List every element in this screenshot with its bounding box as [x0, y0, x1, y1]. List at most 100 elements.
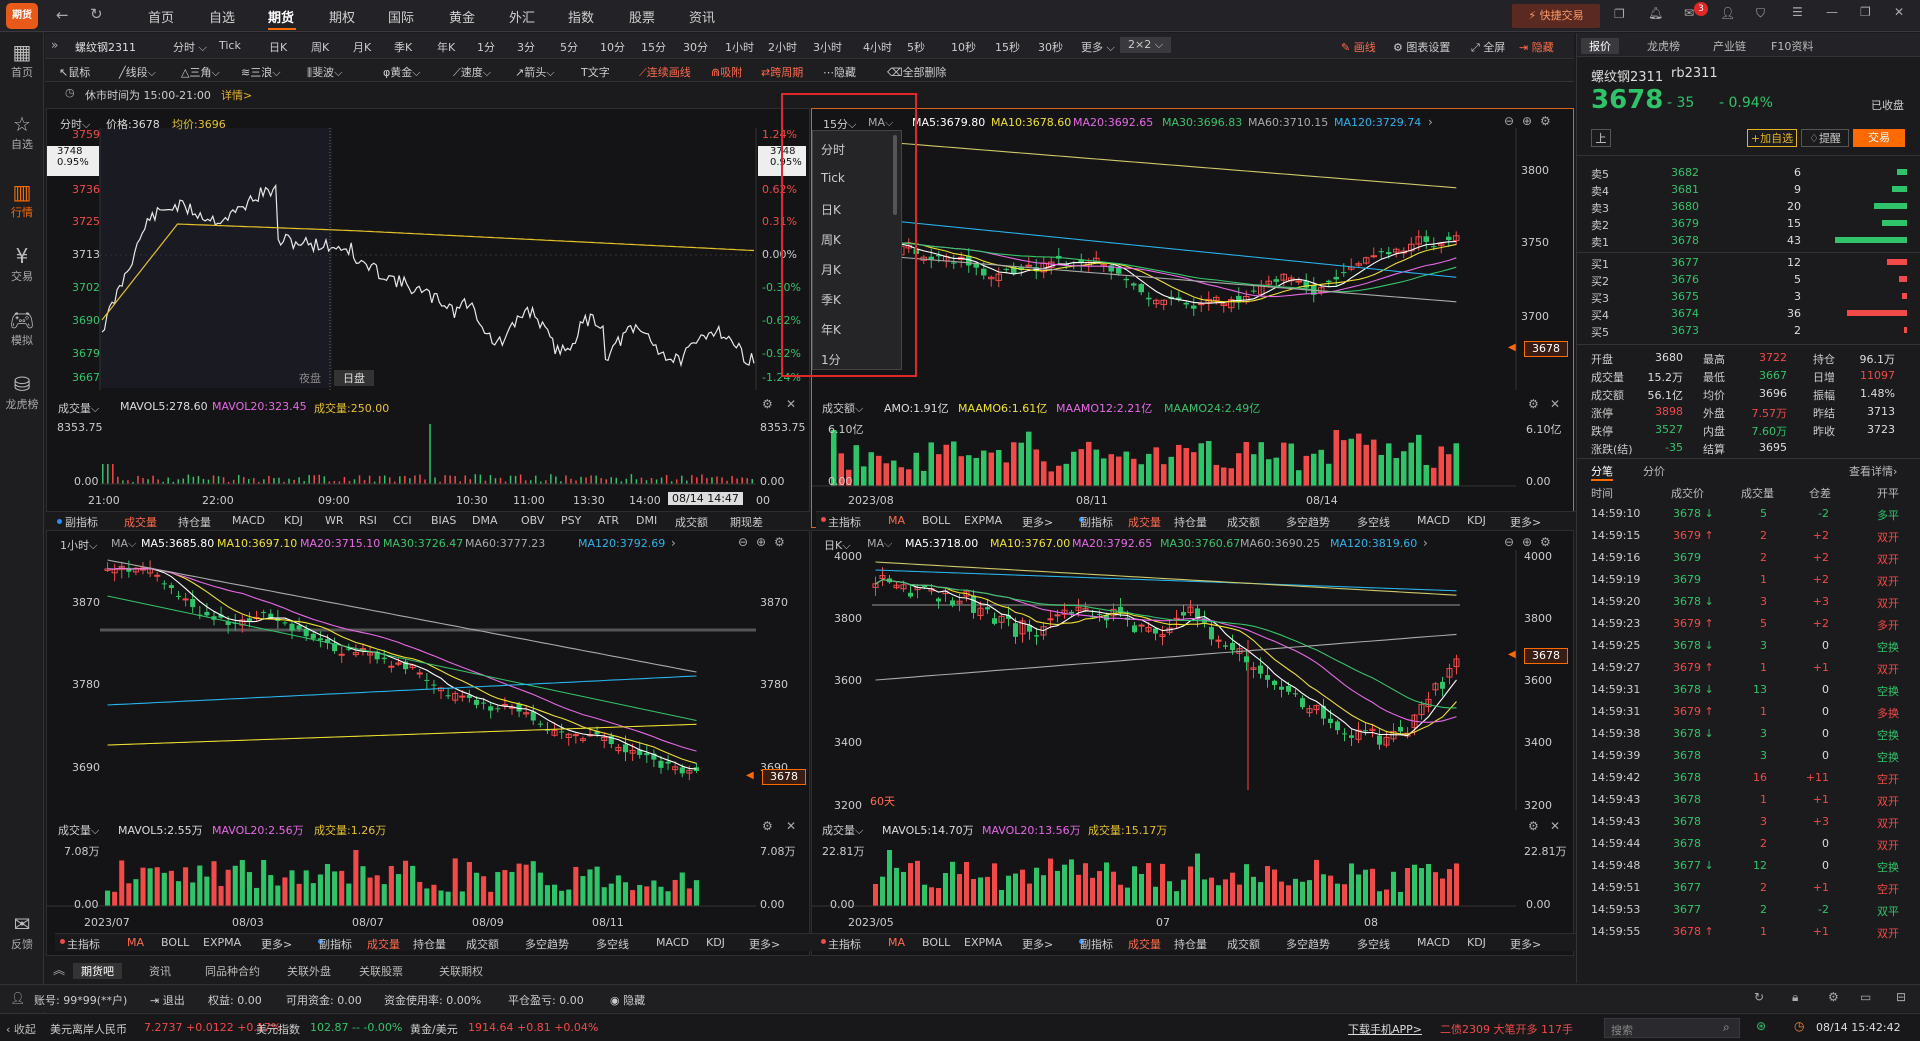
big-order-alert[interactable]: 二债2309 大笔开多 117手	[1440, 1023, 1573, 1036]
p4-indicator-12[interactable]: KDJ	[1467, 936, 1486, 949]
collapse-button[interactable]: ‹ 收起	[6, 1023, 36, 1036]
tick-tab-0[interactable]: 分笔	[1591, 465, 1613, 478]
p1-indicator-15[interactable]: 期现差	[730, 516, 763, 529]
period-8[interactable]: 3分	[517, 39, 535, 55]
add-fav-button[interactable]: +加自选	[1747, 129, 1797, 147]
p2-indicator-4[interactable]: 更多>	[1022, 516, 1054, 529]
period-3[interactable]: 周K	[311, 39, 329, 55]
nav-item-4[interactable]: 国际	[388, 11, 415, 26]
draw-tool-0[interactable]: ↖鼠标	[59, 66, 91, 79]
p2-vol-gear-icon[interactable]: ⚙	[1528, 397, 1539, 411]
hide-button[interactable]: ⇥ 隐藏	[1519, 41, 1554, 54]
bottom-tab-2[interactable]: 同品种合约	[205, 965, 260, 978]
p4-indicator-10[interactable]: 多空线	[1357, 938, 1390, 951]
p2-indicator-10[interactable]: 多空线	[1357, 516, 1390, 529]
p1-indicator-12[interactable]: ATR	[598, 514, 620, 527]
p3-indicator-5[interactable]: 副指标	[319, 938, 352, 951]
collapse-icon[interactable]: ⊟	[1896, 990, 1907, 1004]
p4-indicator-1[interactable]: MA	[888, 936, 906, 949]
ticker-name[interactable]: 美元离岸人民币	[50, 1023, 127, 1036]
sidebar-item-5[interactable]: ⛁ 龙虎榜	[0, 372, 44, 412]
period-14[interactable]: 2小时	[768, 39, 797, 55]
p4-period-select[interactable]: 日K⌵	[824, 539, 851, 552]
p1-indicator-1[interactable]: 成交量	[124, 516, 157, 529]
p4-indicator-13[interactable]: 更多>	[1510, 938, 1542, 951]
p1-indicator-7[interactable]: CCI	[393, 514, 412, 527]
quote-tab-1[interactable]: 龙虎榜	[1647, 40, 1680, 53]
p3-vol-close-icon[interactable]: ✕	[786, 819, 797, 833]
quote-tab-2[interactable]: 产业链	[1713, 40, 1746, 53]
draw-tool-11[interactable]: ⇄跨周期	[761, 66, 804, 79]
app-download-link[interactable]: 下载手机APP>	[1348, 1023, 1423, 1036]
period-17[interactable]: 5秒	[907, 39, 925, 55]
draw-tool-13[interactable]: ⌫全部删除	[887, 66, 947, 79]
p3-indicator-6[interactable]: 成交量	[367, 938, 400, 951]
p3-ma-select[interactable]: MA⌵	[111, 537, 137, 550]
p4-more-icon[interactable]: ›	[1423, 536, 1428, 550]
period-16[interactable]: 4小时	[863, 39, 892, 55]
draw-tool-3[interactable]: ≋三浪⌵	[241, 66, 281, 79]
expand-icon[interactable]: »	[51, 38, 59, 52]
search-input[interactable]: 搜索 ⌕	[1604, 1018, 1740, 1038]
p4-indicator-9[interactable]: 多空趋势	[1286, 938, 1330, 951]
sidebar-item-3[interactable]: ¥ 交易	[0, 244, 44, 284]
nav-item-8[interactable]: 股票	[629, 11, 656, 26]
p1-indicator-10[interactable]: OBV	[521, 514, 545, 527]
p3-indicator-0[interactable]: 主指标	[67, 938, 100, 951]
quote-tab-0[interactable]: 报价	[1581, 38, 1619, 54]
draw-tool-12[interactable]: ⋯隐藏	[823, 66, 856, 79]
draw-tool-7[interactable]: ↗箭头⌵	[515, 66, 555, 79]
dropdown-item-2[interactable]: 日K	[821, 203, 841, 217]
search-icon[interactable]: ⌕	[1723, 1020, 1730, 1034]
p1-vol-gear-icon[interactable]: ⚙	[762, 397, 773, 411]
p4-vol-select[interactable]: 成交量⌵	[822, 824, 864, 837]
dropdown-scrollbar[interactable]	[893, 135, 897, 215]
zoom-in-icon[interactable]: ⊕	[1522, 114, 1533, 128]
sidebar-item-2[interactable]: ▥ 行情	[0, 180, 44, 220]
period-7[interactable]: 1分	[477, 39, 495, 55]
draw-tool-5[interactable]: φ黄金⌵	[383, 66, 421, 79]
dropdown-item-6[interactable]: 年K	[821, 323, 841, 337]
p4-indicator-5[interactable]: 副指标	[1080, 938, 1113, 951]
shirt-icon[interactable]: ⛉	[1756, 6, 1766, 20]
p1-indicator-13[interactable]: DMI	[636, 514, 658, 527]
nav-item-2[interactable]: 期货	[268, 11, 295, 26]
refresh-icon[interactable]: ↻	[90, 5, 103, 23]
p2-indicator-8[interactable]: 成交额	[1227, 516, 1260, 529]
dropdown-item-7[interactable]: 1分	[821, 353, 841, 367]
period-11[interactable]: 15分	[641, 39, 666, 55]
p4-vol-gear-icon[interactable]: ⚙	[1528, 819, 1539, 833]
ticker-name[interactable]: 黄金/美元	[410, 1023, 458, 1036]
dropdown-item-3[interactable]: 周K	[821, 233, 841, 247]
nav-item-7[interactable]: 指数	[568, 11, 595, 26]
period-19[interactable]: 15秒	[995, 39, 1020, 55]
settings-icon[interactable]: ⚙	[1540, 535, 1551, 549]
zoom-out-icon[interactable]: ⊖	[738, 535, 749, 549]
p1-indicator-3[interactable]: MACD	[232, 514, 265, 527]
quote-tab-3[interactable]: F10资料	[1771, 40, 1814, 53]
p4-indicator-4[interactable]: 更多>	[1022, 938, 1054, 951]
sidebar-item-6[interactable]: ✉ 反馈	[0, 912, 44, 952]
p2-indicator-0[interactable]: 主指标	[828, 516, 861, 529]
symbol-label[interactable]: 螺纹钢2311	[75, 41, 136, 54]
minimize-icon[interactable]: —	[1826, 5, 1838, 19]
p2-indicator-11[interactable]: MACD	[1417, 514, 1450, 527]
period-15[interactable]: 3小时	[813, 39, 842, 55]
sidebar-item-4[interactable]: 🎮︎ 模拟	[0, 308, 44, 348]
view-detail-link[interactable]: 查看详情›	[1849, 465, 1898, 478]
zoom-in-icon[interactable]: ⊕	[756, 535, 767, 549]
period-4[interactable]: 月K	[353, 39, 371, 55]
draw-tool-2[interactable]: △三角⌵	[181, 66, 220, 79]
menu-icon[interactable]: ☰	[1792, 5, 1803, 19]
p4-indicator-6[interactable]: 成交量	[1128, 938, 1161, 951]
session-detail-link[interactable]: 详情>	[221, 89, 253, 102]
app-logo[interactable]: 期货	[6, 3, 38, 29]
fullscreen-button[interactable]: ⤢ 全屏	[1471, 41, 1506, 54]
p2-indicator-2[interactable]: BOLL	[922, 514, 951, 527]
dropdown-item-5[interactable]: 季K	[821, 293, 841, 307]
p3-period-select[interactable]: 1小时⌵	[60, 539, 98, 552]
nav-item-0[interactable]: 首页	[148, 11, 175, 26]
p2-indicator-5[interactable]: 副指标	[1080, 516, 1113, 529]
p1-indicator-9[interactable]: DMA	[472, 514, 498, 527]
draw-tool-6[interactable]: ⟋速度⌵	[453, 66, 492, 79]
